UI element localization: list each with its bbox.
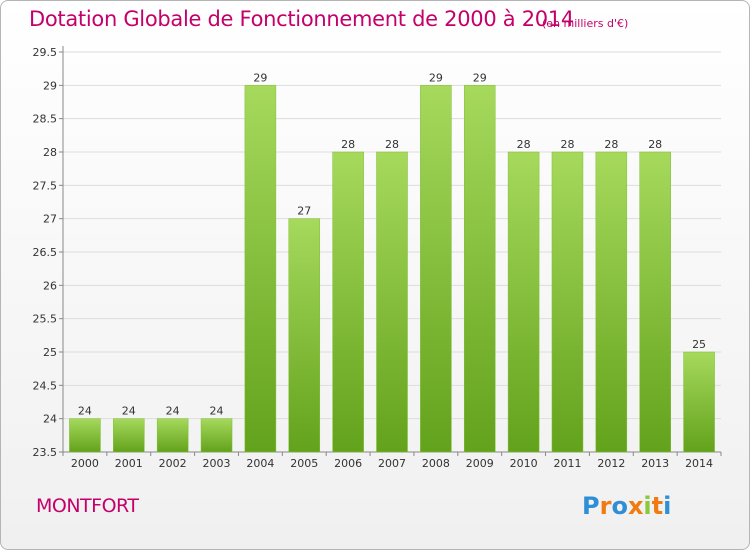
x-tick-label: 2007 bbox=[378, 457, 406, 470]
bar-value-label: 27 bbox=[297, 205, 311, 218]
x-tick-label: 2000 bbox=[71, 457, 99, 470]
x-tick-label: 2002 bbox=[159, 457, 187, 470]
commune-name: MONTFORT bbox=[36, 495, 139, 517]
bar-2014[interactable] bbox=[683, 351, 715, 453]
logo-letter: t bbox=[651, 492, 664, 520]
bar-value-label: 28 bbox=[648, 138, 662, 151]
x-tick-label: 2005 bbox=[290, 457, 318, 470]
bar-value-label: 28 bbox=[517, 138, 531, 151]
x-tick-label: 2004 bbox=[246, 457, 274, 470]
y-tick-label: 26 bbox=[43, 279, 57, 292]
x-tick-label: 2003 bbox=[203, 457, 231, 470]
bar-value-label: 29 bbox=[253, 71, 267, 84]
bar-value-label: 24 bbox=[78, 405, 92, 418]
logo-letter: x bbox=[627, 492, 644, 520]
y-tick-label: 26.5 bbox=[33, 246, 58, 259]
y-tick-label: 27 bbox=[43, 213, 57, 226]
x-tick-label: 2013 bbox=[641, 457, 669, 470]
bar-value-label: 28 bbox=[604, 138, 618, 151]
bar-2001[interactable] bbox=[113, 418, 145, 453]
bar-value-label: 28 bbox=[560, 138, 574, 151]
bar-2013[interactable] bbox=[639, 151, 671, 453]
labels: 23.5 24 24.5 25 25.5 26 26.5 27 27.5 28 28.5 29 29.5… bbox=[33, 46, 714, 470]
bar-2003[interactable] bbox=[200, 418, 233, 453]
bar-value-label: 28 bbox=[385, 138, 399, 151]
x-tick-label: 2014 bbox=[685, 457, 713, 470]
chart-title: Dotation Globale de Fonctionnement de 20… bbox=[29, 7, 574, 31]
x-tick-label: 2010 bbox=[510, 457, 538, 470]
y-tick-label: 29.5 bbox=[33, 46, 58, 59]
bar-value-label: 24 bbox=[122, 405, 136, 418]
logo-letter: o bbox=[611, 492, 628, 520]
y-tick-label: 28 bbox=[43, 146, 57, 159]
x-tick-label: 2001 bbox=[115, 457, 143, 470]
bar-2011[interactable] bbox=[551, 151, 584, 453]
y-tick-label: 27.5 bbox=[33, 179, 58, 192]
bar-2004[interactable] bbox=[244, 85, 277, 453]
bar-value-label: 24 bbox=[166, 405, 180, 418]
bar-value-label: 25 bbox=[692, 338, 706, 351]
bar-2005[interactable] bbox=[288, 218, 321, 453]
logo-letter: r bbox=[599, 492, 612, 520]
x-tick-label: 2011 bbox=[553, 457, 581, 470]
bars bbox=[69, 85, 715, 453]
logo-letter: i bbox=[643, 492, 652, 520]
bar-2006[interactable] bbox=[332, 151, 364, 453]
y-tick-label: 24 bbox=[43, 413, 57, 426]
logo-letter: i bbox=[663, 492, 672, 520]
bar-2010[interactable] bbox=[507, 151, 540, 453]
y-tick-label: 25 bbox=[43, 346, 57, 359]
bar-value-label: 29 bbox=[473, 71, 487, 84]
y-tick-label: 25.5 bbox=[33, 313, 58, 326]
bar-2012[interactable] bbox=[595, 151, 628, 453]
y-tick-label: 29 bbox=[43, 79, 57, 92]
bar-2009[interactable] bbox=[463, 85, 496, 453]
bar-value-label: 28 bbox=[341, 138, 355, 151]
chart-unit-subtitle: (en milliers d'€) bbox=[542, 17, 629, 30]
bar-2008[interactable] bbox=[420, 85, 452, 453]
y-tick-label: 24.5 bbox=[33, 379, 58, 392]
x-tick-label: 2008 bbox=[422, 457, 450, 470]
bar-2002[interactable] bbox=[156, 418, 189, 453]
bar-2000[interactable] bbox=[69, 418, 101, 453]
y-tick-label: 23.5 bbox=[33, 446, 58, 459]
bar-2007[interactable] bbox=[376, 151, 408, 453]
bar-value-label: 29 bbox=[429, 71, 443, 84]
logo-letter: P bbox=[582, 492, 600, 520]
x-tick-label: 2006 bbox=[334, 457, 362, 470]
x-tick-label: 2012 bbox=[597, 457, 625, 470]
y-tick-label: 28.5 bbox=[33, 113, 58, 126]
bar-value-label: 24 bbox=[210, 405, 224, 418]
proxiti-logo[interactable]: Proxiti bbox=[582, 492, 671, 520]
x-tick-label: 2009 bbox=[466, 457, 494, 470]
